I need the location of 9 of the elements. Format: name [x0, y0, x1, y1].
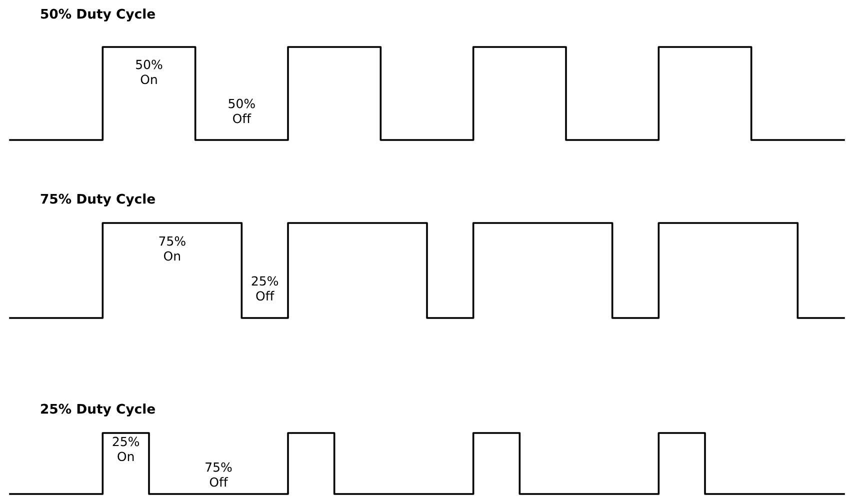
chart-title: 25% Duty Cycle — [41, 404, 155, 416]
chart-title: 75% Duty Cycle — [40, 194, 155, 206]
annotation: 50% Off — [228, 98, 255, 124]
annotation: 25% On — [112, 436, 140, 462]
chart-title: 50% Duty Cycle — [41, 8, 155, 22]
annotation: 75% On — [159, 236, 186, 261]
annotation: 75% Off — [206, 462, 232, 487]
annotation: 50% On — [136, 60, 162, 84]
annotation: 25% Off — [252, 276, 278, 301]
